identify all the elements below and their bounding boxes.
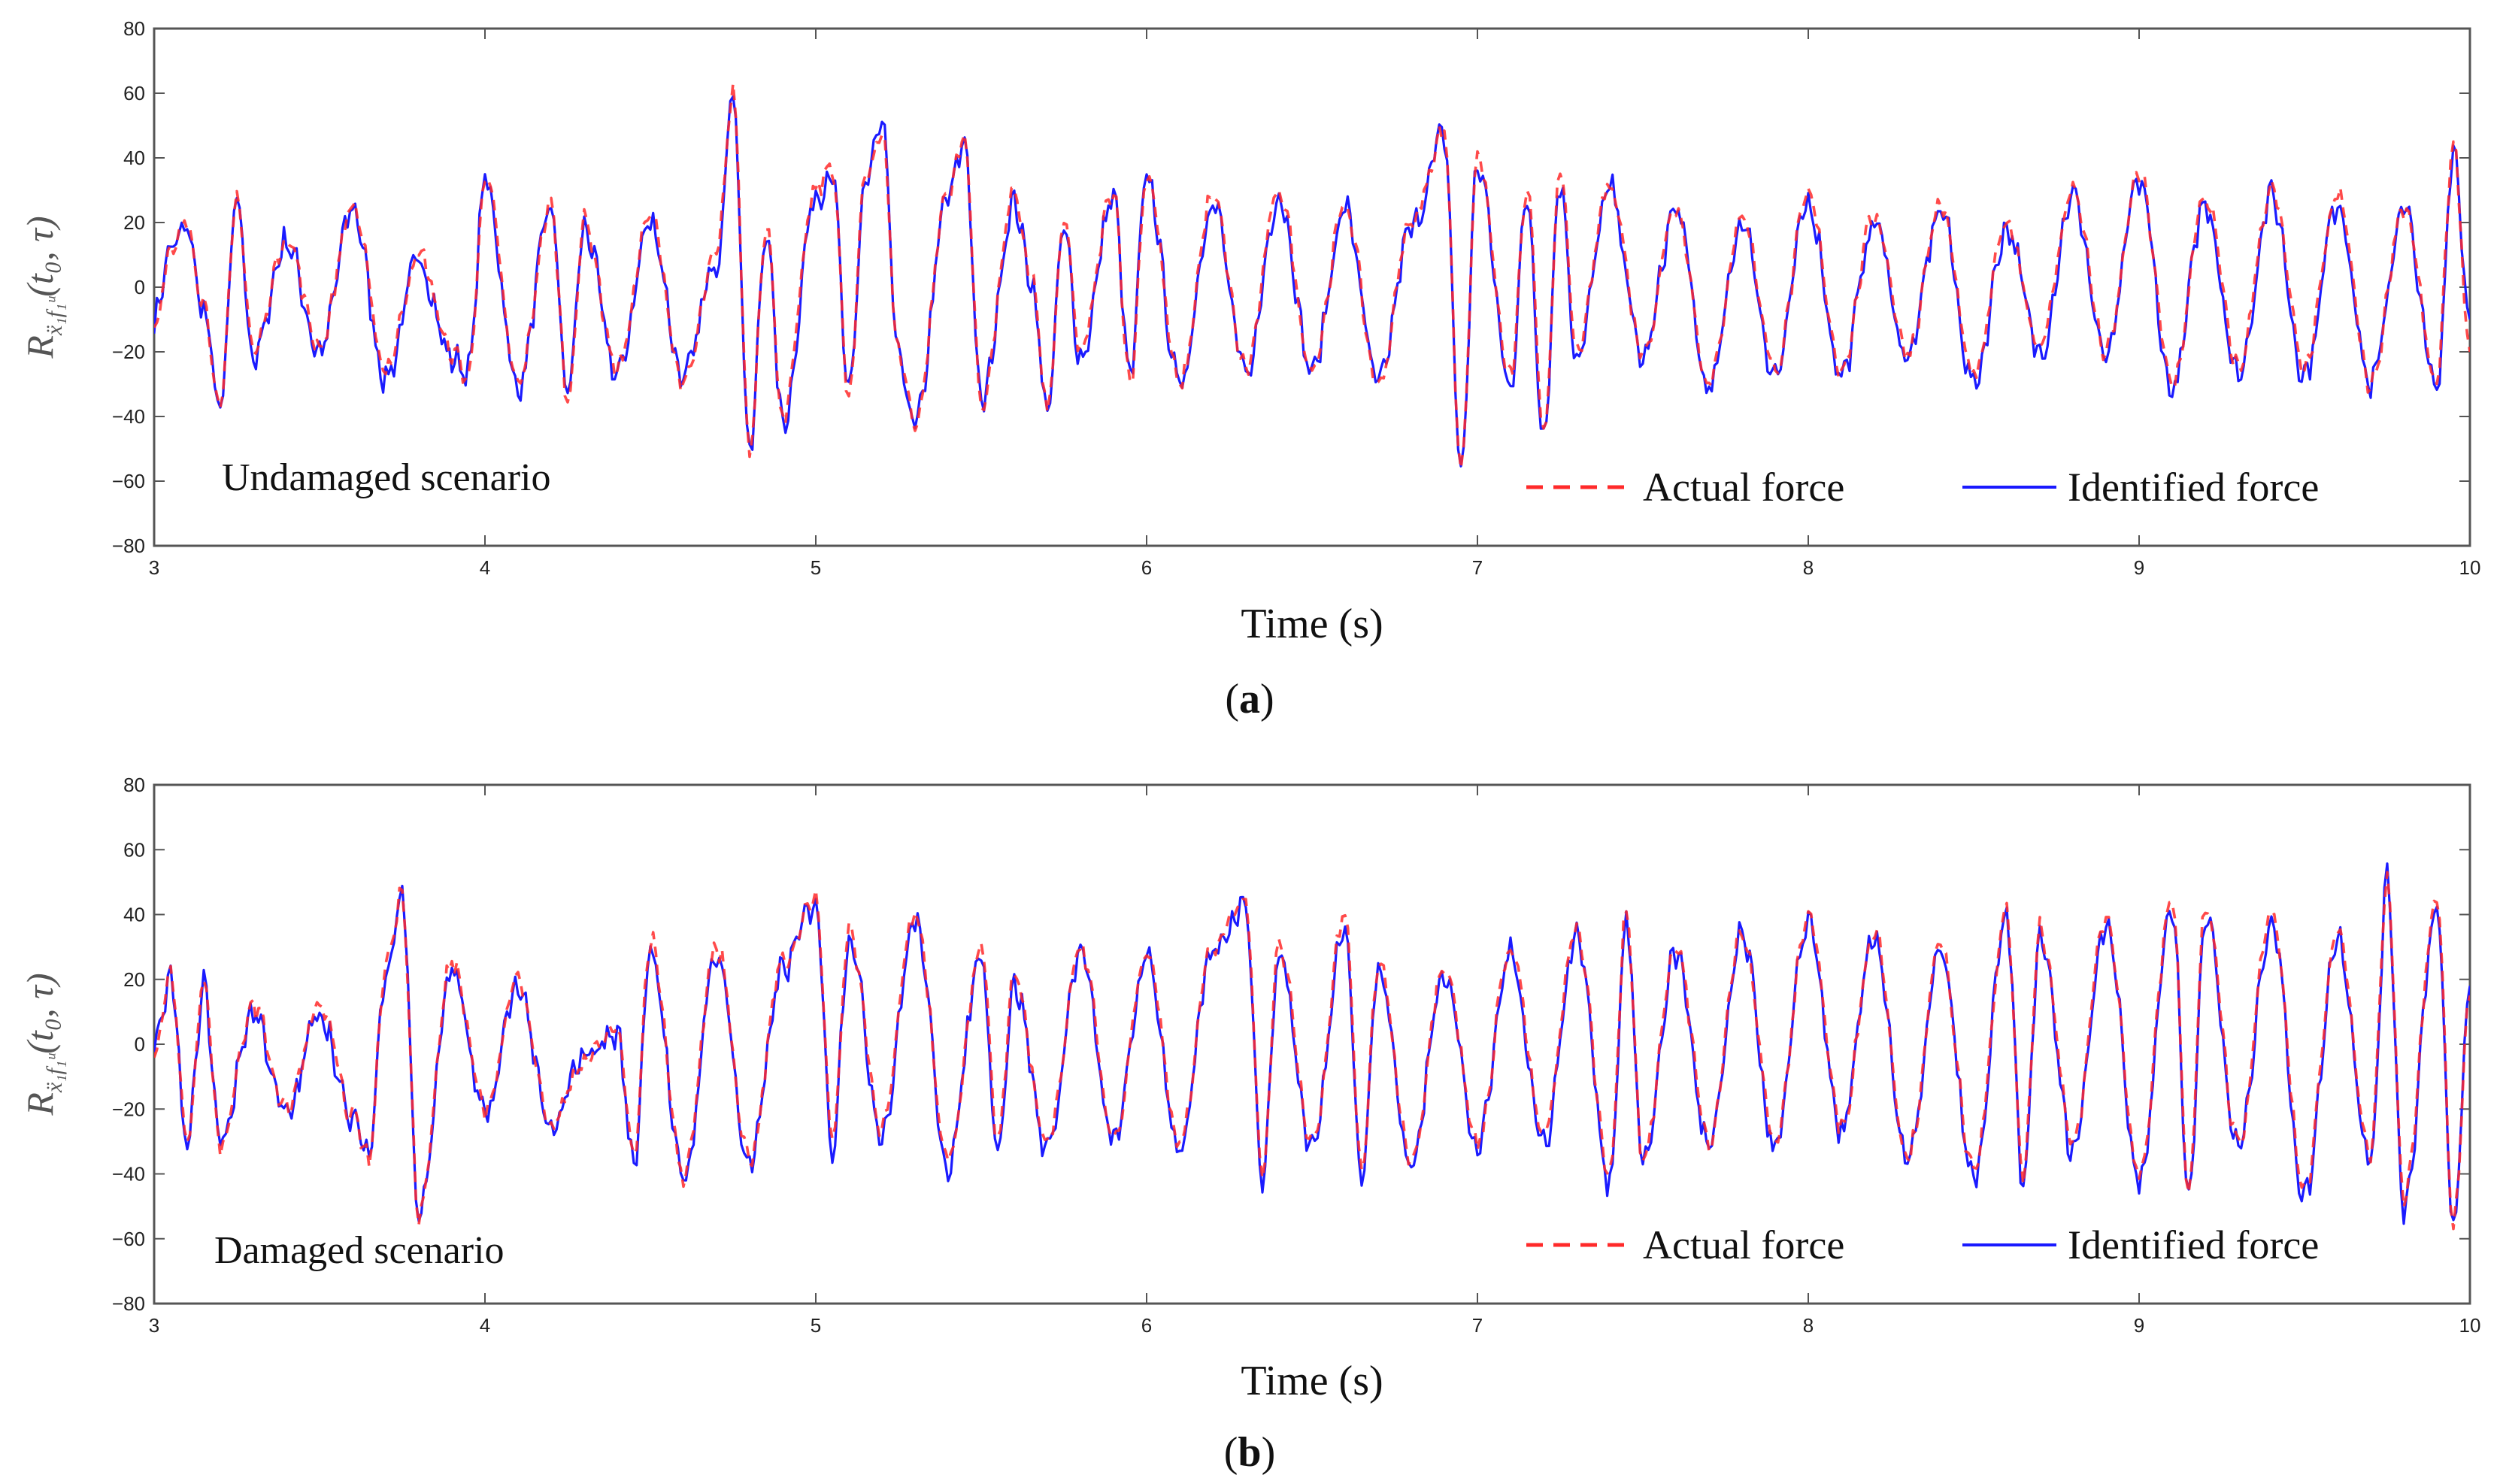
y-tick-label-a: −80 xyxy=(112,535,145,557)
x-tick-label-a: 9 xyxy=(2134,556,2144,579)
y-tick-label-a: 40 xyxy=(123,147,145,169)
series-group-a xyxy=(154,82,2470,470)
x-tick-label-b: 6 xyxy=(1141,1314,1152,1337)
legend-label-actual-b: Actual force xyxy=(1643,1222,1844,1267)
y-axis-label-b: Rẍ₁f₁ᵘ(t₀, τ) xyxy=(19,973,67,1116)
y-axis-label-a: Rẍ₁f₁ᵘ(t₀, τ) xyxy=(19,216,67,359)
plot-area-a xyxy=(153,27,2471,547)
y-tick-label-b: 60 xyxy=(123,838,145,861)
x-tick-label-b: 3 xyxy=(149,1314,159,1337)
x-tick-label-b: 7 xyxy=(1472,1314,1483,1337)
panel-a: 3 4 5 6 7 8 9 10 80 60 40 20 0 −20 −40 −60 −80 Rẍ₁f₁ᵘ(t₀… xyxy=(19,17,2480,722)
y-tick-label-b: 20 xyxy=(123,968,145,991)
x-axis-label-b: Time (s) xyxy=(1241,1358,1383,1404)
panel-caption-b: (b) xyxy=(1224,1429,1275,1476)
panel-caption-a: (a) xyxy=(1225,676,1274,722)
legend-label-identified-a: Identified force xyxy=(2068,465,2319,510)
legend-a: Actual force Identified force xyxy=(1526,465,2319,510)
y-tick-label-b: −60 xyxy=(112,1228,145,1250)
plot-area-b xyxy=(153,783,2471,1305)
x-tick-label-a: 10 xyxy=(2459,556,2481,579)
scenario-label-a: Undamaged scenario xyxy=(222,456,550,499)
x-tick-label-b: 10 xyxy=(2459,1314,2481,1337)
y-tick-label-b: 80 xyxy=(123,774,145,796)
x-tick-label-a: 8 xyxy=(1803,556,1814,579)
y-tick-label-a: −60 xyxy=(112,470,145,492)
x-tick-label-b: 8 xyxy=(1803,1314,1814,1337)
x-tick-label-a: 6 xyxy=(1141,556,1152,579)
svg-text:Rẍ₁f₁ᵘ(t₀, τ): Rẍ₁f₁ᵘ(t₀, τ) xyxy=(19,216,67,359)
y-tick-label-a: 20 xyxy=(123,211,145,234)
legend-label-actual-a: Actual force xyxy=(1643,465,1844,510)
x-tick-label-a: 3 xyxy=(149,556,159,579)
y-tick-label-a: −40 xyxy=(112,405,145,428)
panel-b: 3 4 5 6 7 8 9 10 80 60 40 20 0 −20 −40 −60 −80 Rẍ₁f₁ᵘ(t₀… xyxy=(19,774,2480,1476)
scenario-label-b: Damaged scenario xyxy=(214,1229,504,1272)
y-tick-label-a: 80 xyxy=(123,17,145,40)
x-tick-label-b: 4 xyxy=(480,1314,490,1337)
series-line-actual-force-a xyxy=(154,82,2470,470)
series-group-b xyxy=(154,862,2470,1231)
x-tick-label-b: 9 xyxy=(2134,1314,2144,1337)
legend-b: Actual force Identified force xyxy=(1526,1222,2319,1267)
axes-b: 3 4 5 6 7 8 9 10 80 60 40 20 0 −20 −40 −60 −80 xyxy=(112,774,2481,1337)
legend-label-identified-b: Identified force xyxy=(2068,1222,2319,1267)
x-tick-label-a: 5 xyxy=(811,556,821,579)
y-tick-label-b: −80 xyxy=(112,1292,145,1315)
y-tick-label-a: 60 xyxy=(123,82,145,104)
y-tick-label-b: 0 xyxy=(135,1033,145,1055)
y-tick-label-a: −20 xyxy=(112,341,145,363)
y-tick-label-a: 0 xyxy=(135,276,145,298)
y-tick-label-b: 40 xyxy=(123,904,145,926)
x-axis-label-a: Time (s) xyxy=(1241,601,1383,647)
y-tick-label-b: −20 xyxy=(112,1098,145,1120)
x-tick-label-b: 5 xyxy=(811,1314,821,1337)
x-tick-label-a: 7 xyxy=(1472,556,1483,579)
y-tick-label-b: −40 xyxy=(112,1163,145,1186)
series-line-actual-force-b xyxy=(154,871,2470,1231)
axes-a: 3 4 5 6 7 8 9 10 80 60 40 20 0 −20 −40 −60 −80 xyxy=(112,17,2481,579)
svg-text:Rẍ₁f₁ᵘ(t₀, τ): Rẍ₁f₁ᵘ(t₀, τ) xyxy=(19,973,67,1116)
x-tick-label-a: 4 xyxy=(480,556,490,579)
